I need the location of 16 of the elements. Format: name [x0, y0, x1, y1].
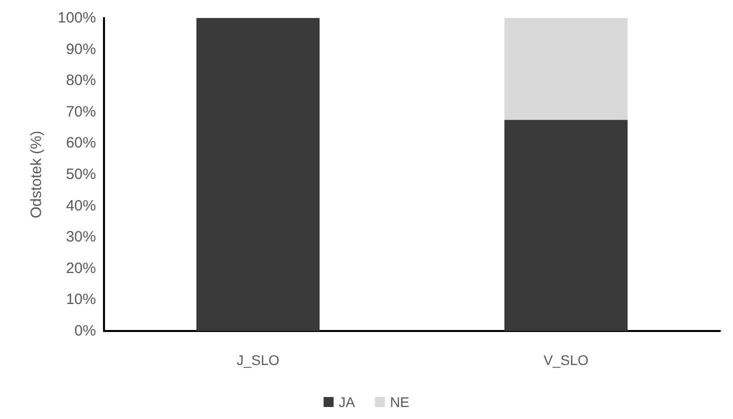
y-tick-label: 50% — [66, 166, 96, 183]
y-tick-label: 0% — [74, 322, 96, 340]
y-tick-label: 70% — [66, 103, 96, 120]
y-tick-label: 40% — [66, 197, 96, 214]
y-axis-title: Odstotek (%) — [28, 130, 45, 218]
legend-label: JA — [338, 394, 356, 410]
y-tick-label: 10% — [66, 291, 96, 308]
x-tick-label: V_SLO — [543, 352, 589, 368]
y-tick-label: 20% — [66, 260, 96, 277]
y-tick-label: 90% — [66, 40, 96, 58]
x-tick-label: J_SLO — [236, 352, 280, 368]
y-tick-label: 30% — [66, 228, 96, 246]
legend-label: NE — [390, 394, 410, 410]
y-tick-label: 60% — [66, 134, 96, 152]
y-tick-label: 80% — [66, 72, 96, 90]
y-tick-label: 100% — [58, 10, 96, 26]
